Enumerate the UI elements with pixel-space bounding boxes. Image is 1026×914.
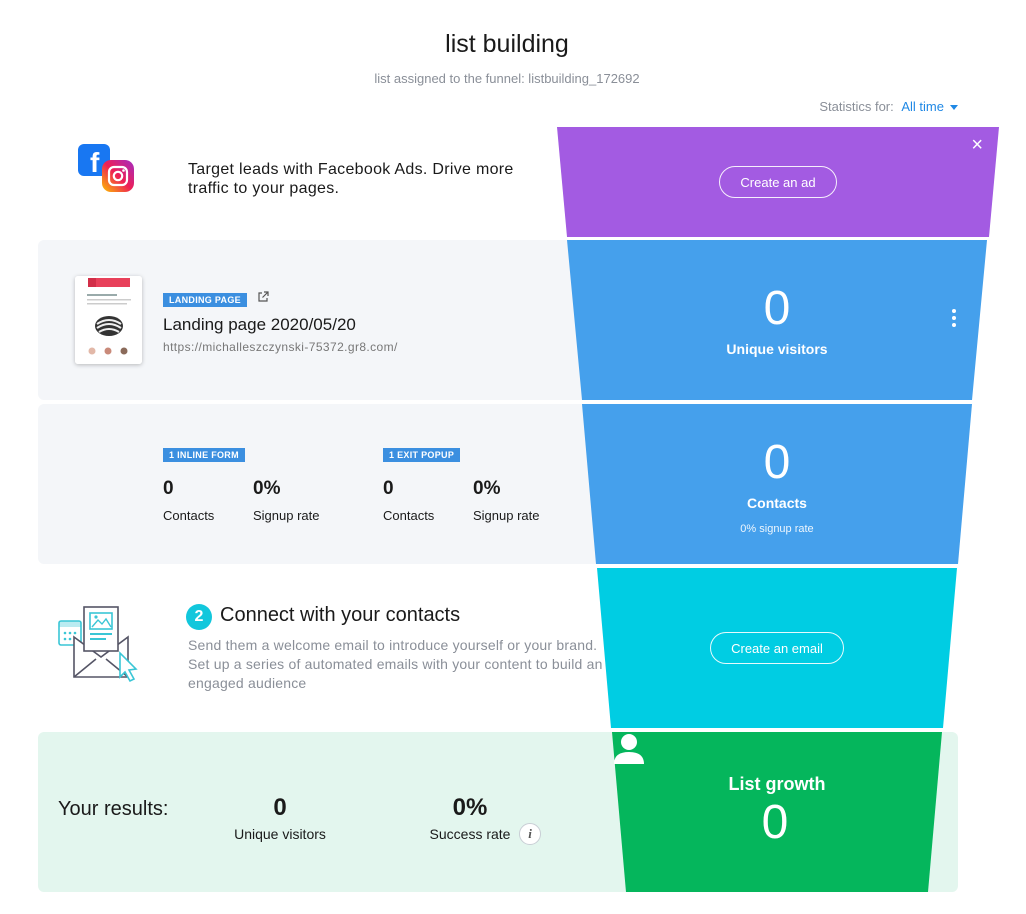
info-icon[interactable]: i	[519, 823, 541, 845]
results-success-label: Success rate	[429, 826, 511, 842]
results-success: 0% Success rate	[415, 794, 525, 842]
close-icon[interactable]: ×	[971, 134, 983, 156]
external-link-icon[interactable]	[257, 290, 269, 308]
step-number-badge: 2	[186, 604, 212, 630]
inline-form-contacts-value: 0	[163, 478, 174, 499]
statistics-dropdown-value: All time	[901, 99, 944, 114]
exit-popup-stats: 1 EXIT POPUP 0 Contacts 0% Signup rate	[383, 448, 563, 528]
signup-rate-note: 0% signup rate	[740, 523, 814, 535]
landing-page-badge: LANDING PAGE	[163, 293, 247, 307]
funnel-contacts-stage: 0 Contacts 0% signup rate	[582, 404, 972, 564]
unique-visitors-value: 0	[763, 282, 791, 335]
contacts-value: 0	[763, 436, 791, 489]
statistics-dropdown[interactable]: All time	[901, 99, 958, 114]
create-email-button[interactable]: Create an email	[710, 632, 844, 664]
create-ad-button[interactable]: Create an ad	[719, 166, 837, 198]
inline-form-badge: 1 INLINE FORM	[163, 448, 245, 462]
exit-popup-contacts-label: Contacts	[383, 508, 435, 523]
funnel-ads-stage: Create an ad ×	[557, 127, 999, 237]
funnel-visitors-stage: 0 Unique visitors	[567, 240, 987, 400]
funnel-email-stage: Create an email	[597, 568, 957, 728]
svg-text:f: f	[90, 147, 100, 178]
list-growth-value: 0	[761, 796, 789, 849]
connect-title: Connect with your contacts	[220, 604, 461, 626]
page-subtitle: list assigned to the funnel: listbuildin…	[374, 71, 640, 86]
facebook-ads-text: Target leads with Facebook Ads. Drive mo…	[188, 161, 514, 197]
exit-popup-rate-label: Signup rate	[473, 508, 540, 523]
inline-form-contacts-label: Contacts	[163, 508, 215, 523]
chevron-down-icon	[950, 105, 958, 111]
results-visitors-label: Unique visitors	[234, 826, 326, 842]
page-title: list building	[445, 30, 569, 58]
inline-form-rate-value: 0%	[253, 478, 281, 499]
contacts-label: Contacts	[747, 495, 807, 511]
exit-popup-badge: 1 EXIT POPUP	[383, 448, 461, 462]
results-success-value: 0%	[452, 794, 488, 821]
list-growth-label: List growth	[728, 774, 826, 794]
results-label: Your results:	[58, 798, 169, 820]
funnel-list-growth-stage: List growth 0	[612, 732, 942, 892]
statistics-filter: Statistics for: All time	[819, 99, 958, 114]
unique-visitors-label: Unique visitors	[726, 341, 828, 357]
landing-page-name[interactable]: Landing page 2020/05/20	[163, 315, 356, 334]
inline-form-stats: 1 INLINE FORM 0 Contacts 0% Signup rate	[163, 448, 343, 528]
exit-popup-contacts-value: 0	[383, 478, 394, 499]
results-visitors: 0 Unique visitors	[220, 794, 340, 842]
email-illustration-icon	[56, 605, 146, 685]
facebook-instagram-icon: f	[78, 144, 136, 194]
landing-page-url[interactable]: https://michalleszczynski-75372.gr8.com/	[163, 340, 398, 354]
statistics-label: Statistics for:	[819, 99, 894, 114]
results-visitors-value: 0	[273, 794, 287, 821]
inline-form-rate-label: Signup rate	[253, 508, 320, 523]
landing-page-thumbnail[interactable]	[75, 276, 142, 364]
exit-popup-rate-value: 0%	[473, 478, 501, 499]
facebook-ads-row: f Target leads with Facebook Ads. Drive …	[38, 127, 558, 237]
connect-description: Send them a welcome email to introduce y…	[188, 637, 603, 691]
